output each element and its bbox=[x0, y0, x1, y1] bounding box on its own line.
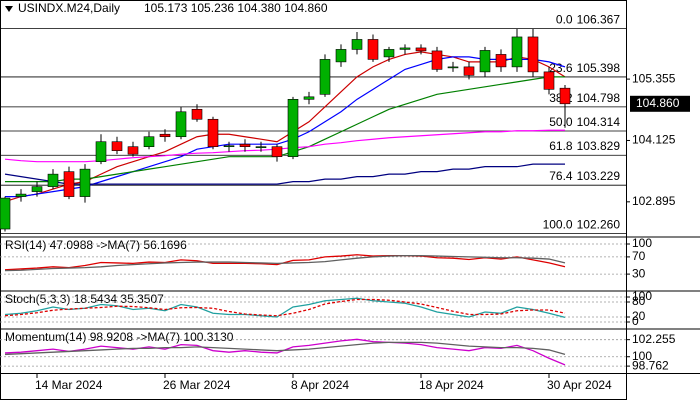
fib-level: 76.4 bbox=[549, 169, 573, 183]
candle-body bbox=[463, 66, 475, 76]
panel-title: Momentum(14) 98.9208 ->MA(7) 100.3130 bbox=[5, 330, 234, 344]
candle-body bbox=[191, 108, 203, 120]
candle-body bbox=[255, 146, 267, 149]
candle-body bbox=[223, 145, 235, 148]
candle-body bbox=[559, 87, 571, 105]
fib-level: 23.6 bbox=[549, 61, 573, 75]
ohlc-header: 105.173 105.236 104.380 104.860 bbox=[144, 1, 328, 15]
y-tick-label: 104.125 bbox=[632, 133, 676, 147]
fib-level: 61.8 bbox=[549, 139, 573, 153]
y-tick-label: 105.355 bbox=[632, 71, 676, 85]
ma-line bbox=[4, 163, 565, 185]
y-tick-label: 70 bbox=[632, 249, 646, 263]
candle-body bbox=[0, 197, 11, 230]
candle-body bbox=[15, 193, 27, 197]
candle-body bbox=[47, 173, 59, 187]
chart-title: USINDX.M24,Daily bbox=[18, 1, 120, 15]
y-tick-label: 98.762 bbox=[632, 358, 669, 372]
candle-body bbox=[367, 39, 379, 60]
candle-body bbox=[239, 143, 251, 148]
fib-level: 100.0 bbox=[543, 218, 573, 232]
y-tick-label: 80 bbox=[632, 294, 646, 308]
fib-label: 50.0 104.314 bbox=[549, 115, 620, 129]
candle-body bbox=[271, 146, 283, 157]
fib-value: 104.314 bbox=[577, 115, 621, 129]
ma-line bbox=[5, 56, 566, 198]
y-tick-label: 20 bbox=[632, 309, 646, 323]
y-tick-label: 102.895 bbox=[632, 194, 676, 208]
fib-label: 100.0 102.260 bbox=[543, 218, 621, 232]
current-price-box bbox=[630, 95, 690, 112]
y-tick-label: 102.255 bbox=[632, 332, 676, 346]
candle-body bbox=[479, 50, 491, 73]
fib-level: 0.0 bbox=[556, 13, 573, 27]
candle-body bbox=[495, 54, 507, 68]
y-tick-label: 30 bbox=[632, 266, 646, 280]
candle-body bbox=[207, 118, 219, 148]
candle-body bbox=[351, 39, 363, 50]
candle-body bbox=[399, 47, 411, 50]
y-tick-label: 0 bbox=[632, 314, 639, 328]
fib-value: 104.798 bbox=[577, 91, 621, 105]
candle-body bbox=[175, 111, 187, 138]
y-tick-label: 100 bbox=[632, 349, 652, 363]
y-tick-label: 100 bbox=[632, 289, 652, 303]
candle-body bbox=[527, 36, 539, 73]
fib-value: 105.398 bbox=[577, 61, 621, 75]
candle-body bbox=[287, 99, 299, 157]
ma-line bbox=[4, 51, 566, 203]
current-price-label: 104.860 bbox=[636, 96, 680, 110]
fib-label: 0.0 106.367 bbox=[556, 13, 620, 27]
candle-body bbox=[127, 146, 139, 155]
x-tick-label: 14 Mar 2024 bbox=[35, 378, 103, 392]
x-tick-label: 26 Mar 2024 bbox=[163, 378, 231, 392]
fib-label: 61.8 103.829 bbox=[549, 139, 620, 153]
candle-body bbox=[79, 168, 91, 197]
candle-body bbox=[415, 47, 427, 52]
panel-title: Stoch(5,3,3) 18.5434 35.3507 bbox=[5, 292, 164, 306]
candle-body bbox=[511, 36, 523, 68]
fib-label: 76.4 103.229 bbox=[549, 169, 620, 183]
candle-body bbox=[335, 49, 347, 63]
fib-value: 102.260 bbox=[577, 218, 621, 232]
fib-value: 106.367 bbox=[577, 13, 621, 27]
panel-title: RSI(14) 47.0988 ->MA(7) 56.1696 bbox=[5, 238, 187, 252]
x-tick-label: 8 Apr 2024 bbox=[291, 378, 349, 392]
fib-level: 50.0 bbox=[549, 115, 573, 129]
candle-body bbox=[431, 50, 443, 70]
ma-line bbox=[4, 129, 565, 163]
candle-body bbox=[543, 71, 555, 90]
candle-body bbox=[159, 133, 171, 138]
y-tick-label: 100 bbox=[632, 236, 652, 250]
candle-body bbox=[143, 136, 155, 148]
menu-arrow bbox=[5, 6, 13, 12]
indicator-line bbox=[4, 254, 566, 272]
candle-body bbox=[447, 66, 459, 69]
ma-line bbox=[5, 76, 565, 183]
fib-label: 23.6 105.398 bbox=[549, 61, 620, 75]
candle-body bbox=[383, 49, 395, 58]
candle-body bbox=[303, 96, 315, 100]
indicator-line bbox=[4, 341, 566, 356]
fib-value: 103.829 bbox=[577, 139, 621, 153]
candle-body bbox=[319, 59, 331, 95]
fib-value: 103.229 bbox=[577, 169, 621, 183]
indicator-line bbox=[4, 297, 566, 318]
x-tick-label: 18 Apr 2024 bbox=[419, 378, 484, 392]
candle-body bbox=[111, 141, 123, 151]
candle-body bbox=[31, 186, 43, 192]
candle-body bbox=[95, 141, 107, 162]
candle-body bbox=[63, 171, 75, 197]
x-tick-label: 30 Apr 2024 bbox=[547, 378, 612, 392]
indicator-line bbox=[4, 298, 566, 317]
